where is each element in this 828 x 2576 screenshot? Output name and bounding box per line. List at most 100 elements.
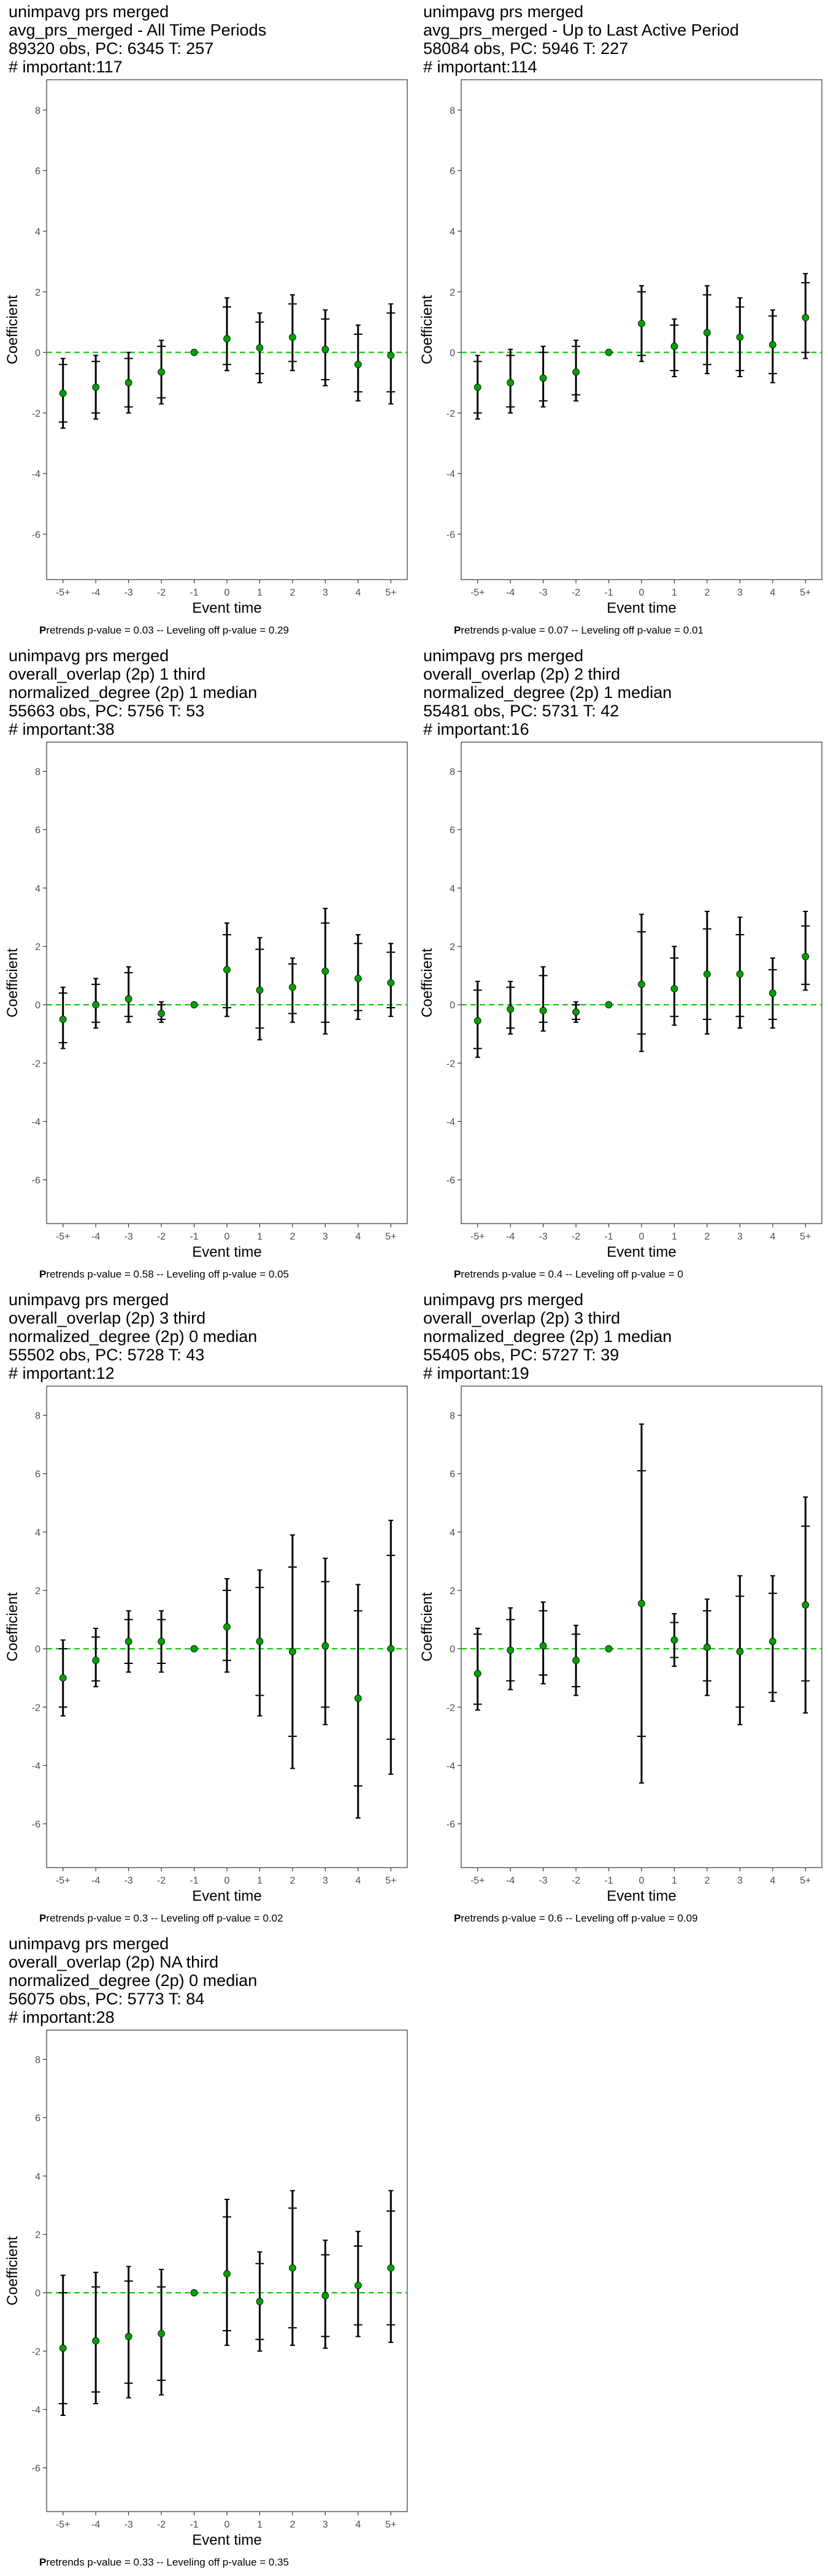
chart-title-line: # important:114 bbox=[423, 58, 537, 76]
coefficient-point bbox=[59, 1674, 67, 1682]
x-tick-label: -3 bbox=[539, 1232, 548, 1242]
chart-title-line: # important:16 bbox=[423, 720, 529, 738]
y-tick-label: 8 bbox=[450, 1411, 455, 1422]
pvalue-caption-initial: P bbox=[39, 1912, 46, 1924]
y-tick-label: 8 bbox=[450, 105, 455, 116]
coefficient-point bbox=[638, 1600, 645, 1608]
pvalue-caption-initial: P bbox=[39, 1268, 46, 1280]
y-tick-label: -4 bbox=[32, 2405, 40, 2415]
coefficient-point bbox=[223, 966, 231, 973]
pvalue-caption-text: retrends p-value = 0.03 -- Leveling off … bbox=[46, 624, 289, 636]
coefficient-point bbox=[354, 2282, 362, 2290]
coefficient-point bbox=[387, 1645, 395, 1653]
pvalue-caption-initial: P bbox=[39, 2556, 46, 2568]
coefficient-point bbox=[572, 368, 580, 376]
x-tick-label: -5+ bbox=[56, 1232, 71, 1242]
x-tick-label: 2 bbox=[704, 1232, 710, 1242]
y-tick-label: -6 bbox=[447, 530, 455, 540]
coefficient-point bbox=[473, 1669, 481, 1677]
pvalue-caption-initial: P bbox=[454, 1268, 461, 1280]
x-tick-label: -2 bbox=[572, 1232, 580, 1242]
x-tick-label: -4 bbox=[91, 1876, 100, 1886]
x-tick-label: -4 bbox=[506, 1876, 515, 1886]
x-tick-label: -4 bbox=[91, 588, 100, 598]
chart-title-line: 56075 obs, PC: 5773 T: 84 bbox=[9, 1990, 204, 2008]
coefficient-point bbox=[670, 985, 678, 992]
x-tick-label: -3 bbox=[125, 2520, 133, 2530]
chart-title-line: unimpavg prs merged bbox=[423, 2, 583, 21]
x-tick-label: -3 bbox=[125, 588, 133, 598]
y-axis-label: Coefficient bbox=[4, 295, 21, 364]
chart-title-line: avg_prs_merged - Up to Last Active Perio… bbox=[423, 21, 739, 39]
pvalue-caption-text: retrends p-value = 0.6 -- Leveling off p… bbox=[461, 1912, 697, 1924]
x-tick-label: -2 bbox=[157, 1876, 166, 1886]
x-tick-label: 0 bbox=[639, 1232, 645, 1242]
x-tick-label: -4 bbox=[91, 2520, 100, 2530]
coefficient-point bbox=[158, 368, 165, 376]
coefficient-point bbox=[256, 344, 264, 352]
x-tick-label: 5+ bbox=[385, 588, 396, 598]
coefficient-point bbox=[539, 1642, 547, 1650]
x-tick-label: 0 bbox=[224, 588, 230, 598]
coefficient-point bbox=[802, 953, 810, 960]
pvalue-caption-initial: P bbox=[39, 624, 46, 636]
chart-title-line: # important:19 bbox=[423, 1364, 529, 1382]
x-tick-label: -4 bbox=[91, 1232, 100, 1242]
x-tick-label: 2 bbox=[704, 588, 710, 598]
coefficient-point bbox=[289, 983, 296, 991]
x-tick-label: -2 bbox=[572, 588, 580, 598]
coefficient-point bbox=[539, 374, 547, 382]
x-tick-label: 3 bbox=[323, 2520, 328, 2530]
y-axis-label: Coefficient bbox=[419, 295, 435, 364]
x-tick-label: -5+ bbox=[56, 2520, 71, 2530]
coefficient-point bbox=[802, 1601, 810, 1609]
x-tick-label: 4 bbox=[770, 1232, 775, 1242]
y-axis-label: Coefficient bbox=[4, 948, 21, 1018]
y-tick-label: 8 bbox=[35, 2055, 40, 2066]
x-tick-label: 2 bbox=[289, 2520, 295, 2530]
coefficient-point bbox=[92, 1657, 100, 1665]
y-tick-label: 2 bbox=[450, 288, 455, 298]
y-tick-label: -2 bbox=[32, 1703, 40, 1713]
coefficient-point bbox=[158, 1010, 165, 1018]
coefficient-point bbox=[59, 2344, 67, 2352]
coefficient-point bbox=[190, 348, 198, 356]
coefficient-point bbox=[703, 970, 711, 978]
x-tick-label: 4 bbox=[355, 1232, 361, 1242]
y-tick-label: 2 bbox=[35, 942, 40, 953]
y-tick-label: -2 bbox=[32, 408, 40, 419]
x-tick-label: 0 bbox=[224, 1876, 230, 1886]
coefficient-point bbox=[703, 329, 711, 337]
y-tick-label: 6 bbox=[450, 826, 455, 836]
chart-title-line: unimpavg prs merged bbox=[423, 646, 583, 665]
pvalue-caption-text: retrends p-value = 0.33 -- Leveling off … bbox=[46, 2556, 289, 2568]
x-axis-label: Event time bbox=[192, 2532, 261, 2548]
y-tick-label: 2 bbox=[35, 2230, 40, 2241]
x-tick-label: 3 bbox=[323, 1876, 328, 1886]
y-tick-label: -4 bbox=[447, 1761, 455, 1771]
x-tick-label: 5+ bbox=[385, 2520, 396, 2530]
x-tick-label: 5+ bbox=[385, 1876, 396, 1886]
x-tick-label: -5+ bbox=[470, 1232, 485, 1242]
chart-title-line: overall_overlap (2p) 2 third bbox=[423, 665, 620, 683]
x-tick-label: 3 bbox=[737, 1876, 743, 1886]
y-tick-label: 6 bbox=[450, 166, 455, 177]
y-axis-label: Coefficient bbox=[4, 1592, 21, 1662]
coefficient-point bbox=[605, 1001, 613, 1009]
pvalue-caption: Pretrends p-value = 0.4 -- Leveling off … bbox=[454, 1268, 683, 1280]
coefficient-point bbox=[473, 1017, 481, 1025]
coefficient-point bbox=[158, 2329, 165, 2337]
coefficient-point bbox=[802, 313, 810, 321]
y-tick-label: -4 bbox=[32, 1117, 40, 1127]
x-tick-label: -5+ bbox=[470, 588, 485, 598]
chart-title-line: 89320 obs, PC: 6345 T: 257 bbox=[9, 39, 213, 58]
x-axis-label: Event time bbox=[607, 1244, 676, 1260]
pvalue-caption: Pretrends p-value = 0.03 -- Leveling off… bbox=[39, 624, 289, 636]
chart-title-line: unimpavg prs merged bbox=[423, 1290, 583, 1309]
coefficient-point bbox=[321, 967, 329, 975]
coefficient-point bbox=[539, 1006, 547, 1014]
